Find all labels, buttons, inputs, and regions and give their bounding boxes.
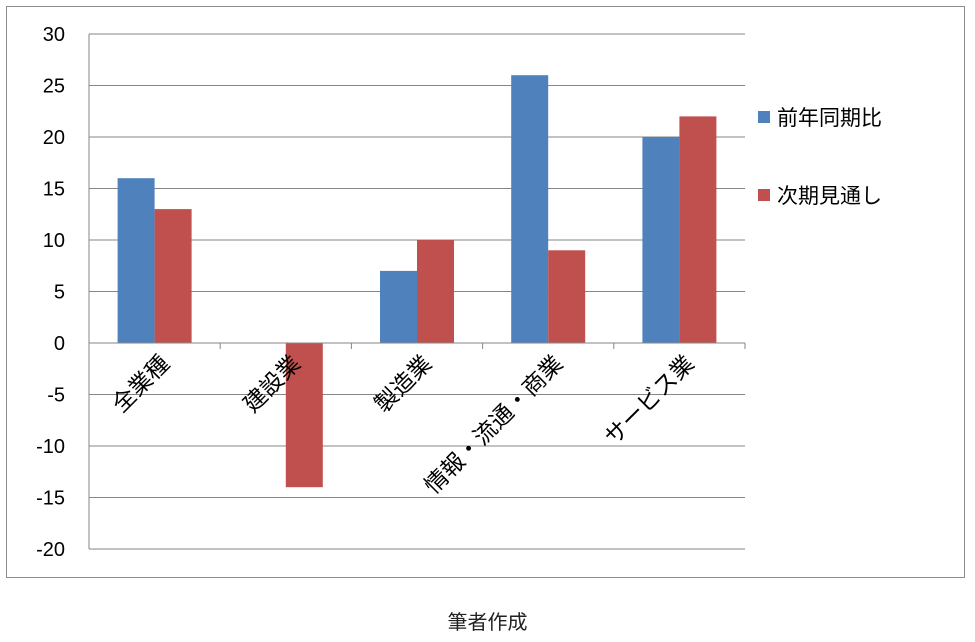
y-tick-label: 20: [43, 127, 65, 149]
bar-yoy: [380, 270, 417, 343]
y-tick-label: -5: [47, 385, 65, 407]
bar-chart: 30 25 20 15 10 5 0 -5 -10 -15 -20 全業種 建設業 製造業情報・流通・商…: [36, 24, 882, 561]
bar-forecast: [417, 240, 454, 343]
x-tick-label: 情報・流通・商業: [420, 351, 568, 499]
x-tick-label: 全業種: [108, 351, 175, 418]
y-tick-label: 15: [43, 179, 65, 201]
x-tick-label: サービス業: [600, 351, 700, 451]
bar-yoy: [511, 75, 549, 343]
bar-forecast: [548, 250, 586, 343]
y-tick-label: 30: [43, 24, 65, 46]
legend-label: 前年同期比: [777, 106, 882, 130]
chart-frame: 30 25 20 15 10 5 0 -5 -10 -15 -20 全業種 建設業 製造業 情報・流通・商…: [6, 6, 965, 578]
bar-yoy: [642, 137, 680, 343]
y-tick-label: -20: [36, 539, 65, 561]
axes: [88, 34, 746, 549]
legend-swatch: [758, 189, 770, 201]
figure-caption: 筆者作成: [447, 610, 528, 634]
y-tick-labels: 30 25 20 15 10 5 0 -5 -10 -15 -20: [36, 24, 65, 561]
bar-yoy: [117, 178, 155, 343]
legend-swatch: [758, 111, 770, 123]
y-tick-label: -15: [36, 488, 65, 510]
bar-forecast: [154, 209, 192, 343]
legend-label: 次期見通し: [777, 184, 882, 208]
y-tick-label: -10: [36, 436, 65, 458]
y-tick-label: 25: [43, 76, 65, 98]
bar-forecast: [679, 116, 717, 344]
y-tick-label: 5: [54, 282, 65, 304]
bar-forecast: [285, 343, 323, 488]
x-tick-label: 製造業: [370, 351, 437, 418]
y-tick-label: 10: [43, 230, 65, 252]
y-tick-label: 0: [54, 333, 65, 355]
bars: [117, 75, 717, 488]
